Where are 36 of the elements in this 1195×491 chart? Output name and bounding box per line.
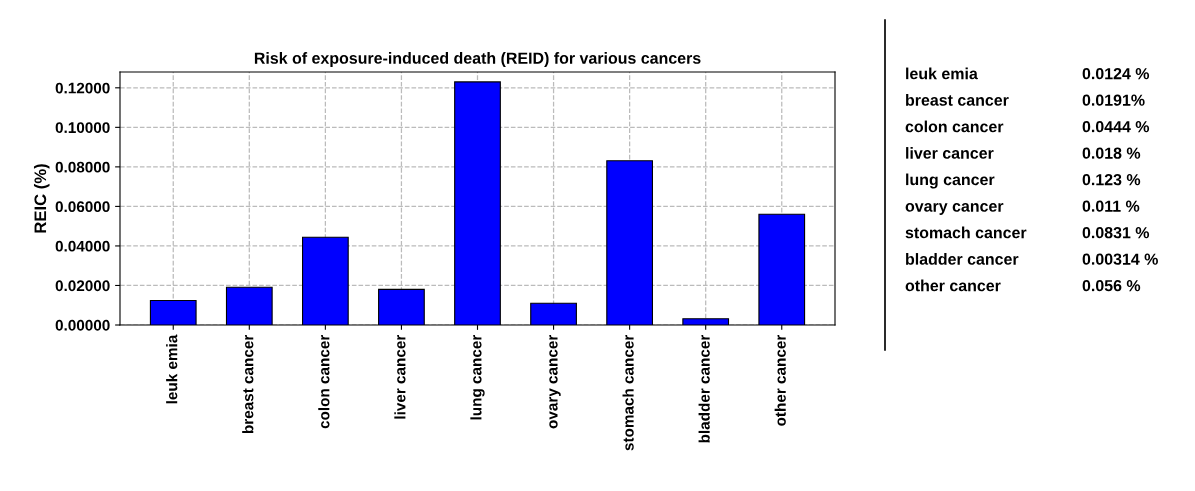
text: 0.00314 % <box>1082 253 1158 265</box>
text: 0.018 % <box>1082 147 1141 159</box>
x-tick-label: other cancer <box>774 334 786 426</box>
text: 0.056 % <box>1082 279 1141 292</box>
text: ovary cancer <box>905 203 1004 215</box>
x-tick-label: leuk emia <box>166 334 178 404</box>
text: leuk emia <box>906 67 978 80</box>
text: 0.0124 % <box>1082 67 1150 80</box>
text: 0.011 % <box>1082 200 1140 212</box>
y-tick-label: 0.00000 <box>55 319 110 331</box>
text: colon cancer <box>905 120 1004 133</box>
y-tick-label: 0.12000 <box>55 82 110 94</box>
text: bladder cancer <box>906 253 1019 265</box>
y-axis-title: REIC (%) <box>33 164 50 233</box>
text: 0.0444 % <box>1082 120 1150 133</box>
x-tick-label: liver cancer <box>394 334 406 419</box>
x-tick-label: stomach cancer <box>622 334 634 451</box>
text: stomach cancer <box>905 226 1027 239</box>
y-tick-label: 0.04000 <box>55 240 110 252</box>
x-tick-label: lung cancer <box>470 334 485 420</box>
x-tick-label: breast cancer <box>242 334 254 434</box>
y-tick-label: 0.10000 <box>55 122 110 134</box>
text: breast cancer <box>906 94 1009 106</box>
y-tick-label: 0.02000 <box>55 280 110 292</box>
text: other cancer <box>905 279 1001 292</box>
text: 0.0831 % <box>1082 226 1150 239</box>
text: liver cancer <box>906 147 994 159</box>
text: 0.123 % <box>1082 173 1141 186</box>
y-tick-label: 0.08000 <box>55 161 110 173</box>
x-tick-label: ovary cancer <box>549 334 561 429</box>
chart-title: Risk of exposure-induced death (REID) for various cancers <box>254 52 701 67</box>
text: 0.0191% <box>1082 94 1145 106</box>
y-tick-label: 0.06000 <box>55 201 110 213</box>
x-tick-label: colon cancer <box>318 334 330 429</box>
x-tick-label: bladder cancer <box>698 334 710 443</box>
text: lung cancer <box>906 173 995 189</box>
